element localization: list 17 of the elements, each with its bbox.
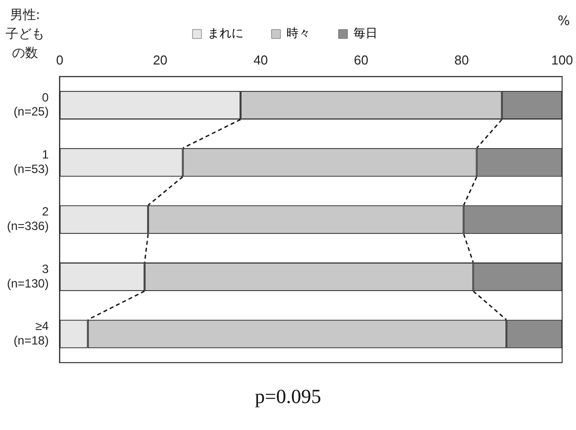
x-tick-label: 60 [354, 52, 368, 68]
x-tick-label: 40 [253, 52, 268, 68]
x-tick-label: 20 [152, 52, 168, 68]
y-axis-title: 男性:子どもの数 [4, 7, 46, 63]
y-tick-label: 3 (n=130) [6, 262, 50, 290]
legend-label: 時々 [286, 26, 310, 40]
x-tick-label: 0 [56, 52, 64, 68]
x-tick-label: 80 [454, 52, 469, 68]
y-tick-label: 0 (n=25) [14, 90, 50, 119]
legend-label: 毎日 [354, 26, 378, 40]
y-tick-label: ≥4 (n=18) [14, 319, 50, 348]
x-axis-title: % [558, 14, 570, 29]
y-tick-label: 1 (n=53) [14, 148, 50, 176]
x-tick-label: 100 [551, 52, 574, 68]
y-tick-label: 2 (n=336) [6, 204, 50, 234]
legend-label: まれに [208, 26, 244, 40]
text: p=0.095 [254, 386, 322, 409]
